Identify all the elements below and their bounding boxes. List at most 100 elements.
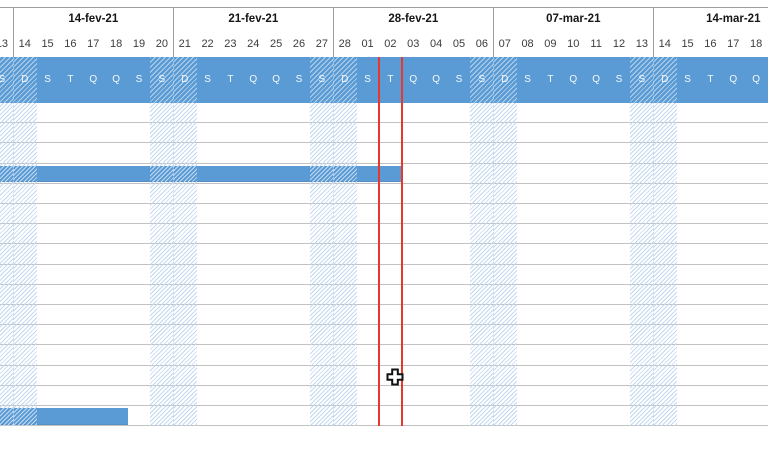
row-gridline bbox=[0, 405, 768, 406]
day-letter: T bbox=[707, 73, 714, 85]
day-number: 18 bbox=[110, 38, 123, 50]
day-number: 11 bbox=[590, 38, 602, 50]
day-letter: S bbox=[44, 73, 51, 85]
day-number: 15 bbox=[681, 38, 694, 50]
day-letter: Q bbox=[272, 73, 281, 85]
day-letter: T bbox=[387, 73, 394, 85]
row-gridline bbox=[0, 162, 768, 164]
weekend-hatch-column bbox=[310, 103, 334, 427]
week-separator-line bbox=[173, 7, 175, 57]
row-gridline bbox=[0, 243, 768, 245]
day-letter: Q bbox=[409, 73, 418, 85]
weekend-hatch-band bbox=[0, 56, 14, 103]
row-gridline bbox=[0, 223, 768, 225]
day-number: 27 bbox=[315, 38, 328, 50]
week-separator-line bbox=[333, 7, 335, 57]
day-letter: Q bbox=[89, 73, 98, 85]
day-letter: Q bbox=[569, 73, 578, 85]
day-number: 19 bbox=[132, 38, 146, 50]
day-letter: S bbox=[204, 73, 211, 85]
week-separator-line bbox=[493, 7, 495, 57]
current-date-marker bbox=[378, 56, 380, 427]
day-letter: S bbox=[364, 73, 371, 85]
current-date-marker bbox=[400, 56, 403, 427]
row-gridline bbox=[0, 142, 768, 144]
day-of-week-band: SDSTQQSSDSTQQSSDSTQQSSDSTQQSSDSTQQ bbox=[0, 56, 768, 103]
day-number: 23 bbox=[224, 38, 237, 50]
row-gridline bbox=[0, 122, 768, 124]
weekend-hatch-band bbox=[493, 56, 517, 103]
weekend-hatch-column bbox=[173, 103, 197, 427]
day-number: 02 bbox=[384, 38, 397, 50]
day-letter: S bbox=[295, 73, 303, 85]
day-number: 04 bbox=[430, 38, 443, 50]
day-number: 10 bbox=[567, 38, 580, 50]
week-separator-line bbox=[653, 7, 655, 57]
day-number: 06 bbox=[475, 38, 488, 50]
weekend-hatch-band bbox=[173, 56, 197, 103]
week-label: 21-fev-21 bbox=[228, 13, 279, 25]
header-top-border bbox=[0, 7, 768, 8]
row-gridline bbox=[0, 344, 768, 346]
day-number: 14 bbox=[658, 38, 671, 50]
day-number: 16 bbox=[704, 38, 717, 50]
week-label: 14-fev-21 bbox=[68, 13, 119, 25]
weekend-hatch-column bbox=[13, 103, 37, 427]
weekend-hatch-column bbox=[653, 103, 677, 427]
weekend-hatch-band bbox=[470, 56, 494, 103]
week-label: 28-fev-21 bbox=[388, 13, 439, 25]
weekend-hatch-column bbox=[150, 103, 174, 427]
row-gridline bbox=[0, 384, 768, 386]
day-number-row: 13 14 15 16 17 18 19 20 21 22 23 24 25 26 27 28 01 02 03 04… bbox=[0, 32, 768, 57]
weekend-hatch-column bbox=[630, 103, 654, 427]
day-number: 28 bbox=[338, 38, 351, 50]
day-letter: Q bbox=[592, 73, 601, 85]
day-number: 13 bbox=[635, 38, 648, 50]
row-gridline bbox=[0, 324, 768, 326]
day-number: 05 bbox=[452, 38, 466, 50]
day-number: 18 bbox=[750, 38, 763, 50]
day-number: 15 bbox=[41, 38, 54, 50]
row-gridline bbox=[0, 182, 768, 184]
day-number: 24 bbox=[247, 38, 260, 50]
day-letter: T bbox=[227, 73, 234, 85]
day-letter: S bbox=[684, 73, 691, 85]
day-number: 20 bbox=[155, 38, 168, 50]
weekend-hatch-column bbox=[333, 103, 357, 427]
day-number: 01 bbox=[361, 38, 374, 50]
weekend-hatch-band bbox=[630, 56, 654, 103]
weekend-hatch-band bbox=[150, 56, 174, 103]
row-gridline bbox=[0, 425, 768, 427]
week-separator-line bbox=[13, 7, 15, 57]
task-bar[interactable] bbox=[0, 165, 402, 183]
day-letter: S bbox=[135, 73, 143, 85]
weekend-hatch-band bbox=[13, 56, 37, 103]
day-number: 03 bbox=[407, 38, 420, 50]
week-header-row: 14-fev-21 21-fev-21 28-fev-21 07-mar-21 14-m… bbox=[0, 7, 768, 32]
weekend-hatch-band bbox=[653, 56, 677, 103]
weekend-hatch-column bbox=[0, 103, 14, 427]
day-number: 07 bbox=[498, 38, 511, 50]
row-gridline bbox=[0, 283, 768, 285]
day-number: 22 bbox=[201, 38, 214, 50]
day-number: 21 bbox=[178, 38, 191, 50]
row-gridline bbox=[0, 263, 768, 265]
weekend-hatch-column bbox=[493, 103, 517, 427]
day-number: 25 bbox=[270, 38, 283, 50]
day-letter: Q bbox=[249, 73, 258, 85]
week-label: 07-mar-21 bbox=[546, 13, 601, 25]
day-number: 08 bbox=[521, 38, 534, 50]
day-number: 12 bbox=[612, 38, 626, 50]
gantt-canvas[interactable] bbox=[0, 103, 768, 427]
day-letter: Q bbox=[729, 73, 738, 85]
row-gridline bbox=[0, 304, 768, 305]
day-letter: T bbox=[67, 73, 74, 85]
week-label: 14-mar-21 bbox=[706, 13, 761, 25]
day-number: 13 bbox=[0, 38, 8, 50]
row-gridline bbox=[0, 203, 768, 204]
day-letter: S bbox=[615, 73, 623, 85]
day-letter: Q bbox=[432, 73, 441, 85]
day-number: 14 bbox=[18, 38, 31, 50]
weekend-hatch-band bbox=[310, 56, 334, 103]
